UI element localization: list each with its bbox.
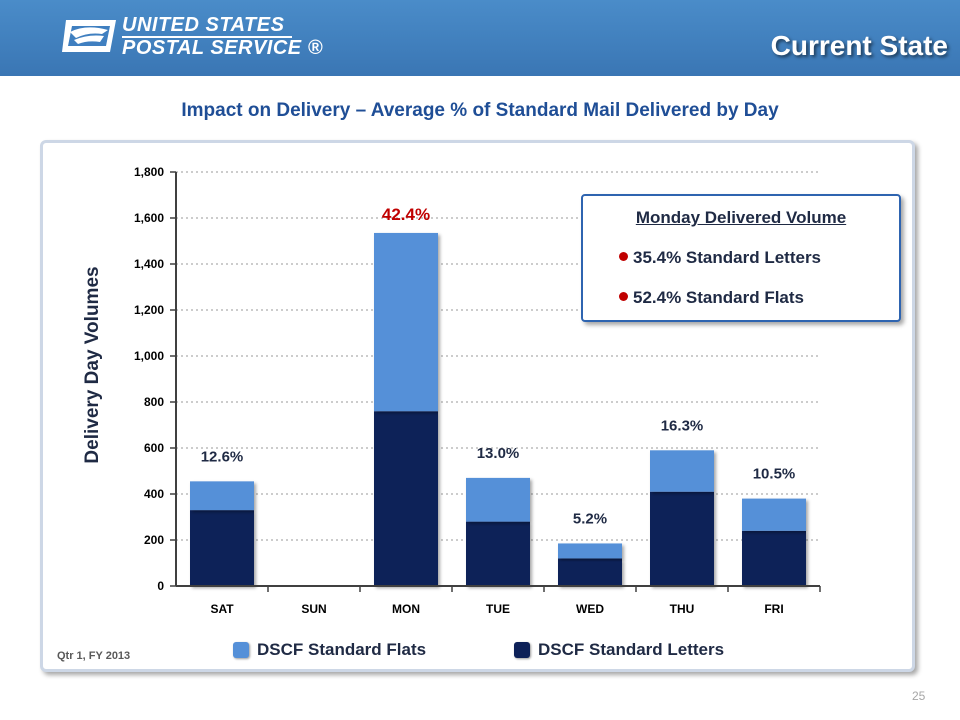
data-label: 10.5% bbox=[753, 466, 796, 483]
page-number: 25 bbox=[912, 689, 926, 703]
legend-item-flats: DSCF Standard Flats bbox=[233, 639, 426, 661]
bullet-icon bbox=[619, 252, 628, 262]
x-tick-label: FRI bbox=[764, 602, 783, 616]
legend-swatch-flats bbox=[233, 642, 249, 658]
y-tick-label: 1,000 bbox=[134, 349, 164, 363]
logo-text-line2: POSTAL SERVICE ® bbox=[122, 37, 323, 60]
logo-text-line2-main: POSTAL SERVICE bbox=[122, 37, 302, 59]
bar-letters bbox=[650, 491, 714, 586]
monday-callout-box: Monday Delivered Volume 35.4% Standard L… bbox=[581, 194, 901, 322]
data-label: 42.4% bbox=[382, 205, 430, 224]
header-bar: UNITED STATES POSTAL SERVICE ® Current S… bbox=[0, 0, 960, 76]
data-label: 13.0% bbox=[477, 445, 520, 462]
x-tick-label: TUE bbox=[486, 602, 510, 616]
chart-title: Impact on Delivery – Average % of Standa… bbox=[181, 100, 779, 121]
bar-flats bbox=[466, 477, 530, 522]
bar-letters bbox=[558, 558, 622, 586]
logo-text-line1: UNITED STATES bbox=[122, 14, 285, 36]
data-label: 5.2% bbox=[573, 510, 607, 527]
y-tick-label: 1,400 bbox=[134, 257, 164, 271]
eagle-icon bbox=[62, 20, 116, 52]
bar-flats bbox=[374, 232, 438, 412]
logo-divider bbox=[122, 36, 292, 38]
y-tick-label: 1,800 bbox=[134, 165, 164, 179]
bar-flats bbox=[558, 543, 622, 559]
x-tick-label: SAT bbox=[210, 602, 234, 616]
y-tick-label: 0 bbox=[157, 579, 164, 593]
y-tick-label: 1,200 bbox=[134, 303, 164, 317]
bullet-icon bbox=[619, 292, 628, 302]
x-tick-label: MON bbox=[392, 602, 420, 616]
data-label: 12.6% bbox=[201, 448, 244, 465]
callout-title: Monday Delivered Volume bbox=[635, 208, 847, 227]
x-tick-label: THU bbox=[670, 602, 695, 616]
registered-mark: ® bbox=[307, 37, 323, 59]
bar-flats bbox=[650, 450, 714, 492]
x-tick-label: SUN bbox=[301, 602, 326, 616]
y-tick-label: 200 bbox=[144, 533, 164, 547]
usps-logo: UNITED STATES POSTAL SERVICE ® bbox=[62, 10, 322, 62]
legend-label-letters: DSCF Standard Letters bbox=[538, 640, 725, 659]
legend-item-letters: DSCF Standard Letters bbox=[514, 639, 724, 661]
bar-letters bbox=[374, 411, 438, 586]
legend-label-flats: DSCF Standard Flats bbox=[257, 640, 427, 659]
callout-item-flats: 52.4% Standard Flats bbox=[619, 288, 804, 308]
bar-letters bbox=[190, 510, 254, 586]
slide-title: Current State bbox=[770, 30, 948, 61]
data-label: 16.3% bbox=[661, 417, 704, 434]
bar-flats bbox=[190, 481, 254, 511]
y-tick-label: 1,600 bbox=[134, 211, 164, 225]
y-tick-label: 600 bbox=[144, 441, 164, 455]
y-tick-label: 400 bbox=[144, 487, 164, 501]
bar-letters bbox=[466, 521, 530, 586]
y-tick-label: 800 bbox=[144, 395, 164, 409]
callout-item-letters: 35.4% Standard Letters bbox=[619, 248, 821, 268]
callout-item-text: 52.4% Standard Flats bbox=[633, 288, 805, 307]
bar-flats bbox=[742, 498, 806, 531]
callout-item-text: 35.4% Standard Letters bbox=[633, 248, 822, 267]
legend-swatch-letters bbox=[514, 642, 530, 658]
x-tick-label: WED bbox=[576, 602, 604, 616]
y-axis-title: Delivery Day Volumes bbox=[82, 266, 103, 463]
bar-letters bbox=[742, 530, 806, 586]
footnote: Qtr 1, FY 2013 bbox=[57, 650, 131, 662]
